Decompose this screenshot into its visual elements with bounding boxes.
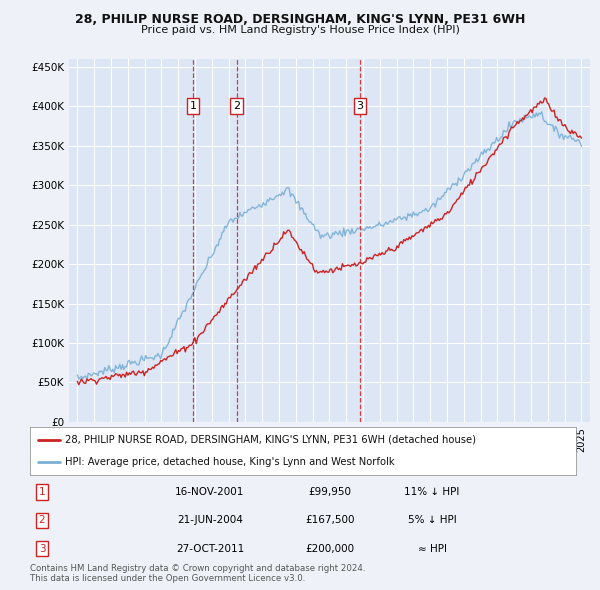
Text: 11% ↓ HPI: 11% ↓ HPI bbox=[404, 487, 460, 497]
Text: 5% ↓ HPI: 5% ↓ HPI bbox=[407, 516, 457, 525]
Text: HPI: Average price, detached house, King's Lynn and West Norfolk: HPI: Average price, detached house, King… bbox=[65, 457, 395, 467]
Text: ≈ HPI: ≈ HPI bbox=[418, 544, 446, 553]
Text: 28, PHILIP NURSE ROAD, DERSINGHAM, KING'S LYNN, PE31 6WH: 28, PHILIP NURSE ROAD, DERSINGHAM, KING'… bbox=[75, 13, 525, 26]
Text: £167,500: £167,500 bbox=[305, 516, 355, 525]
Text: Price paid vs. HM Land Registry's House Price Index (HPI): Price paid vs. HM Land Registry's House … bbox=[140, 25, 460, 35]
Text: £99,950: £99,950 bbox=[308, 487, 352, 497]
Text: 16-NOV-2001: 16-NOV-2001 bbox=[175, 487, 245, 497]
Text: 21-JUN-2004: 21-JUN-2004 bbox=[177, 516, 243, 525]
Text: 3: 3 bbox=[38, 544, 46, 553]
Text: 2: 2 bbox=[233, 101, 240, 111]
Text: 2: 2 bbox=[38, 516, 46, 525]
Text: 28, PHILIP NURSE ROAD, DERSINGHAM, KING'S LYNN, PE31 6WH (detached house): 28, PHILIP NURSE ROAD, DERSINGHAM, KING'… bbox=[65, 435, 476, 445]
Text: £200,000: £200,000 bbox=[305, 544, 355, 553]
Text: 1: 1 bbox=[38, 487, 46, 497]
Text: 3: 3 bbox=[356, 101, 364, 111]
Text: 27-OCT-2011: 27-OCT-2011 bbox=[176, 544, 244, 553]
Text: Contains HM Land Registry data © Crown copyright and database right 2024.
This d: Contains HM Land Registry data © Crown c… bbox=[30, 563, 365, 583]
Text: 1: 1 bbox=[190, 101, 196, 111]
